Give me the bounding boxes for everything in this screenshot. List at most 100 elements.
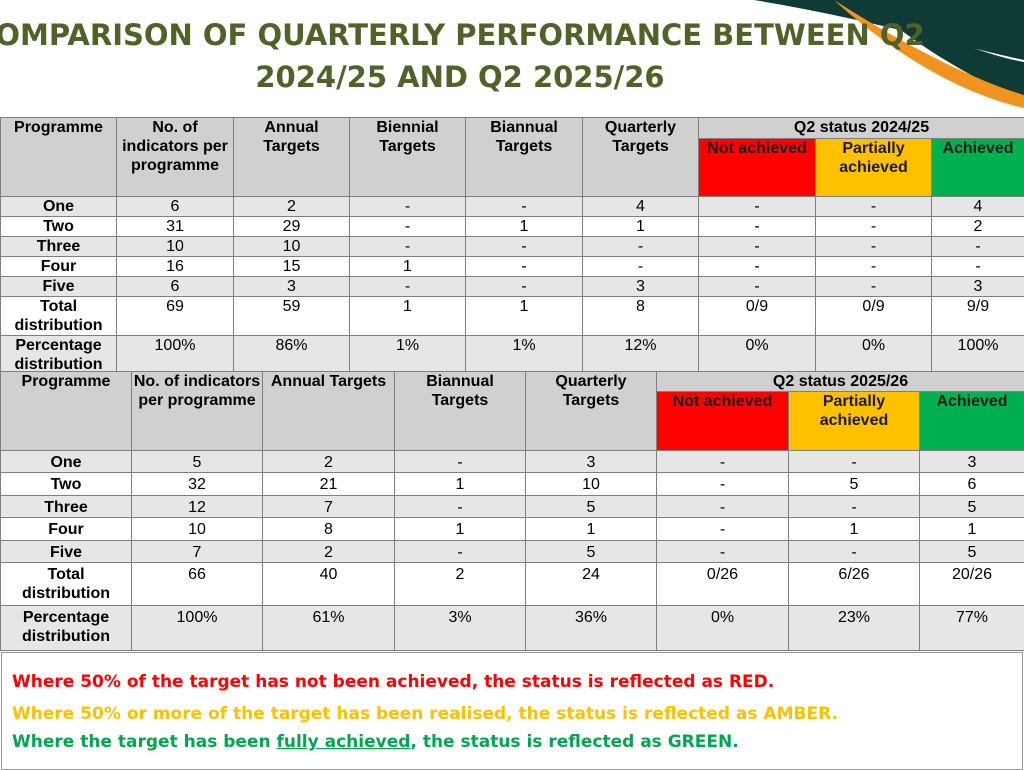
table-cell: 1 <box>395 473 526 496</box>
row-label: Four <box>1 257 117 277</box>
table-cell: - <box>583 237 699 257</box>
table-cell: - <box>789 541 920 563</box>
row-label: Three <box>1 496 132 518</box>
table-cell: 5 <box>789 473 920 496</box>
row-label: Four <box>1 518 132 541</box>
table-cell: 4 <box>932 197 1024 217</box>
row-label: Total distribution <box>1 563 132 606</box>
table-2024-25: Programme No. of indicators per programm… <box>0 117 1024 375</box>
table-cell: 23% <box>789 606 920 651</box>
table-cell: 0/9 <box>816 297 932 336</box>
table-cell: 1 <box>526 518 657 541</box>
col-header-quarterly: Quarterly Targets <box>583 118 699 197</box>
table-cell: 5 <box>920 541 1024 563</box>
table-cell: 4 <box>583 197 699 217</box>
table-cell: 1 <box>466 297 583 336</box>
table-cell: - <box>816 197 932 217</box>
table-cell: 1 <box>395 518 526 541</box>
table-cell: - <box>350 237 466 257</box>
table-cell: 3 <box>920 451 1024 473</box>
table-cell: 6 <box>117 277 234 297</box>
table-cell: - <box>657 496 789 518</box>
table-cell: 86% <box>234 336 350 375</box>
table-cell: - <box>816 217 932 237</box>
table-cell: - <box>350 217 466 237</box>
table-cell: 10 <box>526 473 657 496</box>
table-cell: - <box>657 518 789 541</box>
table-cell: 2 <box>395 563 526 606</box>
col-header-annual: Annual Targets <box>234 118 350 197</box>
table-cell: - <box>657 541 789 563</box>
table-cell: 1 <box>583 217 699 237</box>
table-cell: - <box>816 237 932 257</box>
table-cell: 59 <box>234 297 350 336</box>
table-cell: 6 <box>117 197 234 217</box>
table-cell: 1 <box>789 518 920 541</box>
table-cell: 24 <box>526 563 657 606</box>
table-cell: 1 <box>350 297 466 336</box>
table-cell: 0/9 <box>699 297 816 336</box>
table-cell: - <box>699 197 816 217</box>
table-cell: 5 <box>920 496 1024 518</box>
table-cell: - <box>395 451 526 473</box>
col-header-not-achieved: Not achieved <box>657 392 789 451</box>
col-header-achieved: Achieved <box>920 392 1024 451</box>
table-2025-26: Programme No. of indicators per programm… <box>0 371 1024 651</box>
status-legend: Where 50% of the target has not been ach… <box>1 652 1023 770</box>
row-label: Five <box>1 277 117 297</box>
legend-red-text: Where 50% of the target has not been ach… <box>12 672 774 692</box>
table-cell: 3% <box>395 606 526 651</box>
col-header-partially-achieved: Partially achieved <box>789 392 920 451</box>
table-cell: 5 <box>526 541 657 563</box>
table-cell: 12% <box>583 336 699 375</box>
table-cell: 2 <box>263 451 395 473</box>
table-cell: - <box>816 257 932 277</box>
table-cell: 1 <box>920 518 1024 541</box>
table-cell: 3 <box>932 277 1024 297</box>
table-cell: - <box>657 451 789 473</box>
table-cell: - <box>932 237 1024 257</box>
table-cell: - <box>395 496 526 518</box>
row-label: Percentage distribution <box>1 606 132 651</box>
table-cell: 66 <box>132 563 263 606</box>
table-cell: 1 <box>350 257 466 277</box>
table-cell: - <box>466 257 583 277</box>
table-cell: 21 <box>263 473 395 496</box>
col-header-status: Q2 status 2025/26 <box>657 372 1024 392</box>
row-label: One <box>1 197 117 217</box>
col-header-annual: Annual Targets <box>263 372 395 451</box>
table-cell: 12 <box>132 496 263 518</box>
table-cell: - <box>932 257 1024 277</box>
table-cell: 6 <box>920 473 1024 496</box>
row-label: Two <box>1 473 132 496</box>
table-cell: 100% <box>117 336 234 375</box>
table-cell: 2 <box>234 197 350 217</box>
table-cell: 10 <box>132 518 263 541</box>
table-cell: 7 <box>132 541 263 563</box>
col-header-achieved: Achieved <box>932 139 1024 197</box>
table-cell: 69 <box>117 297 234 336</box>
col-header-biannual: Biannual Targets <box>395 372 526 451</box>
table-cell: - <box>466 197 583 217</box>
table-cell: - <box>789 451 920 473</box>
table-cell: - <box>350 197 466 217</box>
page-title: OMPARISON OF QUARTERLY PERFORMANCE BETWE… <box>0 14 960 98</box>
table-cell: 7 <box>263 496 395 518</box>
col-header-biennial: Biennial Targets <box>350 118 466 197</box>
table-cell: 0/26 <box>657 563 789 606</box>
row-label: Two <box>1 217 117 237</box>
table-cell: 40 <box>263 563 395 606</box>
col-header-indicators: No. of indicators per programme <box>117 118 234 197</box>
table-cell: - <box>699 237 816 257</box>
legend-green-text: Where the target has been fully achieved… <box>12 732 739 752</box>
table-cell: 32 <box>132 473 263 496</box>
